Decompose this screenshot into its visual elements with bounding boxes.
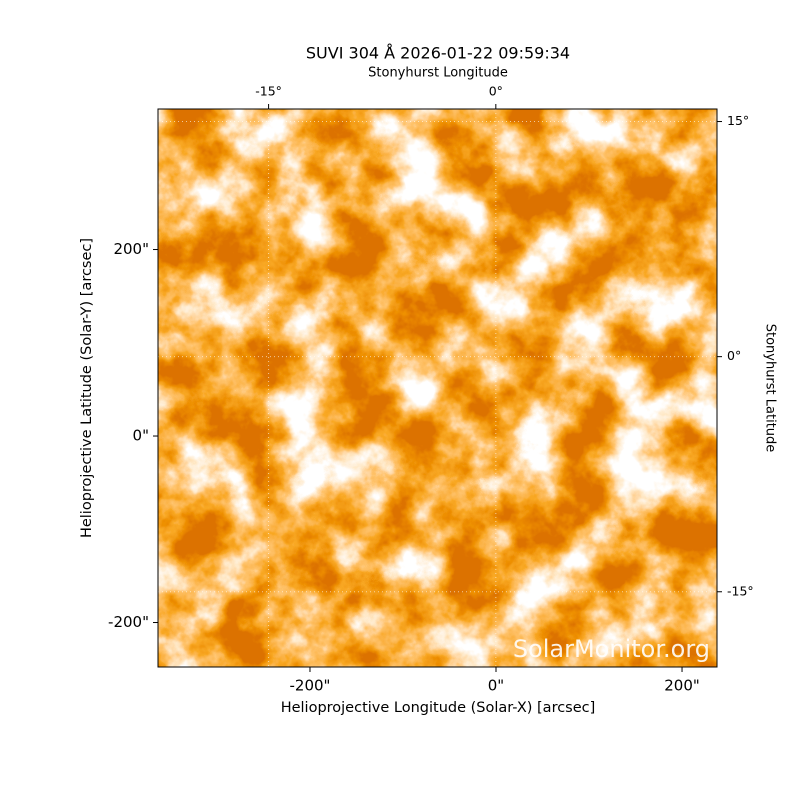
y2-axis-label: Stonyhurst Latitude	[763, 324, 778, 453]
y-tick-label: 200"	[113, 240, 149, 258]
x2-tick-label: 0°	[489, 84, 503, 99]
x-axis-label: Helioprojective Longitude (Solar-X) [arc…	[281, 700, 596, 716]
chart-title: SUVI 304 Å 2026-01-22 09:59:34	[306, 44, 570, 63]
x-tick-label: 0"	[488, 677, 504, 695]
solar-image	[158, 109, 717, 667]
y-tick-label: -200"	[108, 613, 149, 631]
x2-tick-label: -15°	[255, 84, 282, 99]
x-tick-label: -200"	[290, 677, 331, 695]
y-axis-label: Helioprojective Latitude (Solar-Y) [arcs…	[79, 238, 95, 538]
y-tick-label: 0"	[133, 427, 149, 445]
x-tick-label: 200"	[664, 677, 700, 695]
x2-axis-label: Stonyhurst Longitude	[368, 66, 508, 81]
y2-tick-label: 0°	[727, 348, 741, 363]
watermark: SolarMonitor.org	[513, 635, 710, 663]
y2-tick-label: 15°	[727, 113, 749, 128]
y2-tick-label: -15°	[727, 583, 754, 598]
plot-frame	[157, 108, 718, 668]
